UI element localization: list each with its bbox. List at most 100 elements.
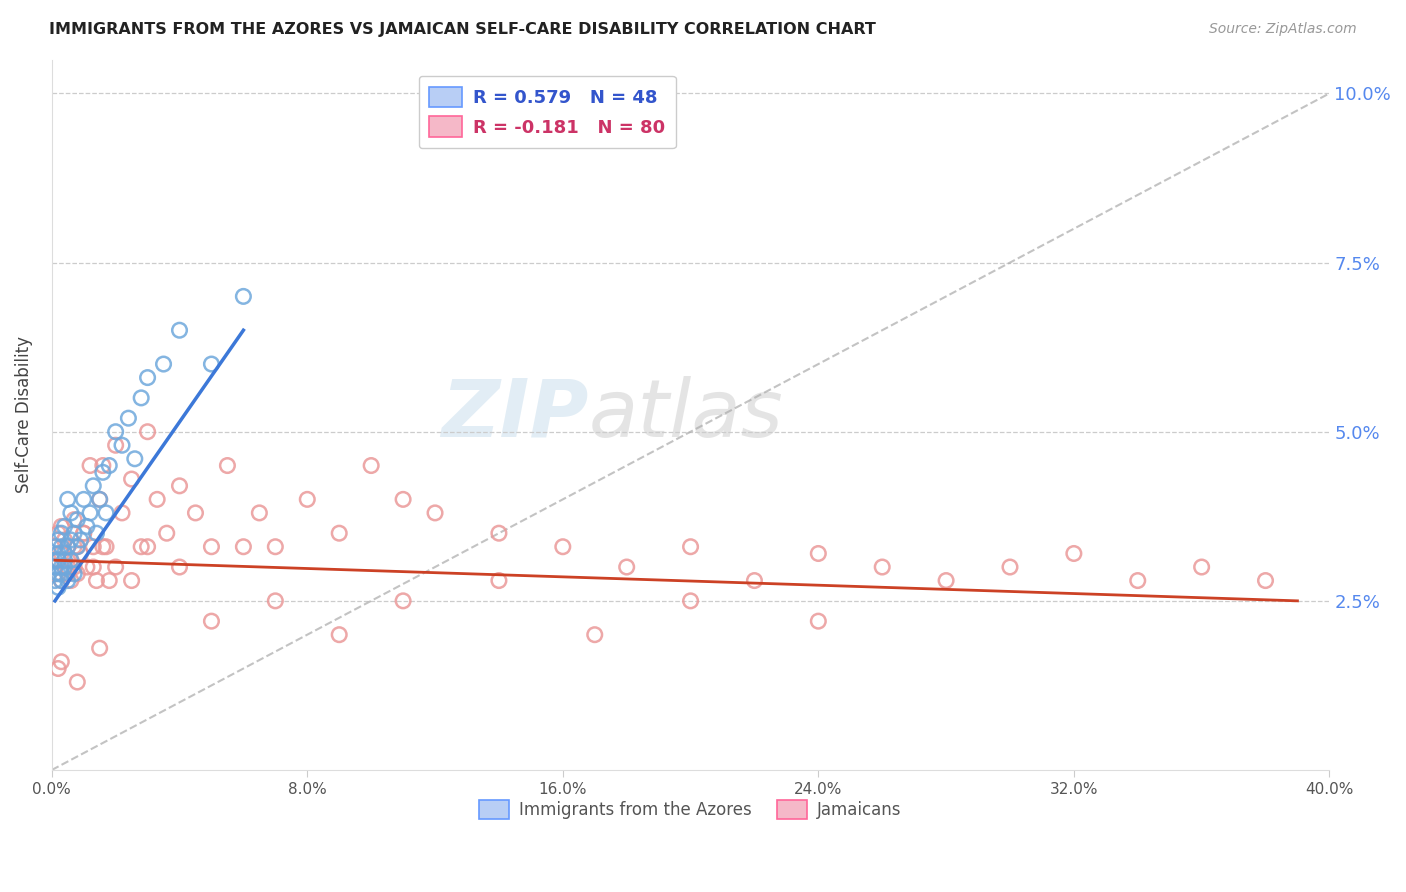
Point xyxy=(51,547,73,561)
Point xyxy=(89,641,111,656)
Point xyxy=(111,438,134,452)
Point xyxy=(51,519,73,533)
Point xyxy=(264,594,287,608)
Point xyxy=(98,458,121,473)
Point xyxy=(91,458,114,473)
Point xyxy=(59,553,82,567)
Point xyxy=(66,566,89,581)
Point xyxy=(935,574,957,588)
Point xyxy=(73,492,96,507)
Point xyxy=(53,560,76,574)
Point xyxy=(82,479,104,493)
Text: IMMIGRANTS FROM THE AZORES VS JAMAICAN SELF-CARE DISABILITY CORRELATION CHART: IMMIGRANTS FROM THE AZORES VS JAMAICAN S… xyxy=(49,22,876,37)
Point xyxy=(360,458,382,473)
Y-axis label: Self-Care Disability: Self-Care Disability xyxy=(15,336,32,493)
Point xyxy=(73,526,96,541)
Point xyxy=(297,492,319,507)
Point xyxy=(63,526,86,541)
Point xyxy=(51,574,73,588)
Point xyxy=(53,519,76,533)
Point xyxy=(98,574,121,588)
Point xyxy=(46,661,69,675)
Point xyxy=(59,506,82,520)
Point xyxy=(44,566,66,581)
Point xyxy=(328,526,350,541)
Point xyxy=(392,492,415,507)
Point xyxy=(66,540,89,554)
Point xyxy=(169,323,191,337)
Point xyxy=(86,526,108,541)
Point xyxy=(53,553,76,567)
Point xyxy=(53,547,76,561)
Point xyxy=(82,540,104,554)
Point xyxy=(551,540,574,554)
Point xyxy=(679,540,702,554)
Point xyxy=(136,425,159,439)
Point xyxy=(744,574,766,588)
Point xyxy=(488,574,510,588)
Point xyxy=(264,540,287,554)
Point xyxy=(94,506,117,520)
Point xyxy=(59,533,82,547)
Point xyxy=(392,594,415,608)
Point xyxy=(152,357,174,371)
Point xyxy=(232,540,254,554)
Point xyxy=(82,560,104,574)
Point xyxy=(217,458,239,473)
Point xyxy=(169,560,191,574)
Point xyxy=(44,540,66,554)
Point xyxy=(46,553,69,567)
Point xyxy=(46,580,69,594)
Point xyxy=(44,574,66,588)
Point xyxy=(1191,560,1213,574)
Point xyxy=(104,560,127,574)
Point xyxy=(121,472,143,486)
Point xyxy=(69,547,91,561)
Point xyxy=(51,540,73,554)
Legend: Immigrants from the Azores, Jamaicans: Immigrants from the Azores, Jamaicans xyxy=(472,793,908,826)
Point xyxy=(136,370,159,384)
Point xyxy=(807,614,830,628)
Point xyxy=(51,574,73,588)
Text: atlas: atlas xyxy=(588,376,783,454)
Point xyxy=(51,526,73,541)
Point xyxy=(79,506,101,520)
Point xyxy=(200,614,222,628)
Point xyxy=(51,566,73,581)
Point xyxy=(46,566,69,581)
Point xyxy=(63,566,86,581)
Point xyxy=(129,540,152,554)
Point xyxy=(583,628,606,642)
Point xyxy=(59,574,82,588)
Point xyxy=(91,465,114,479)
Point xyxy=(232,289,254,303)
Point xyxy=(1126,574,1149,588)
Point xyxy=(488,526,510,541)
Point xyxy=(66,540,89,554)
Point xyxy=(76,560,98,574)
Point xyxy=(56,566,79,581)
Point xyxy=(807,547,830,561)
Point xyxy=(46,533,69,547)
Point xyxy=(200,357,222,371)
Point xyxy=(66,675,89,690)
Point xyxy=(89,492,111,507)
Point xyxy=(1254,574,1277,588)
Point xyxy=(53,533,76,547)
Point xyxy=(56,560,79,574)
Point xyxy=(998,560,1021,574)
Point xyxy=(46,553,69,567)
Point xyxy=(89,492,111,507)
Point xyxy=(56,492,79,507)
Point xyxy=(63,513,86,527)
Point xyxy=(169,479,191,493)
Point xyxy=(91,540,114,554)
Text: ZIP: ZIP xyxy=(441,376,588,454)
Point xyxy=(104,438,127,452)
Point xyxy=(51,560,73,574)
Text: Source: ZipAtlas.com: Source: ZipAtlas.com xyxy=(1209,22,1357,37)
Point xyxy=(104,425,127,439)
Point xyxy=(73,526,96,541)
Point xyxy=(76,519,98,533)
Point xyxy=(56,540,79,554)
